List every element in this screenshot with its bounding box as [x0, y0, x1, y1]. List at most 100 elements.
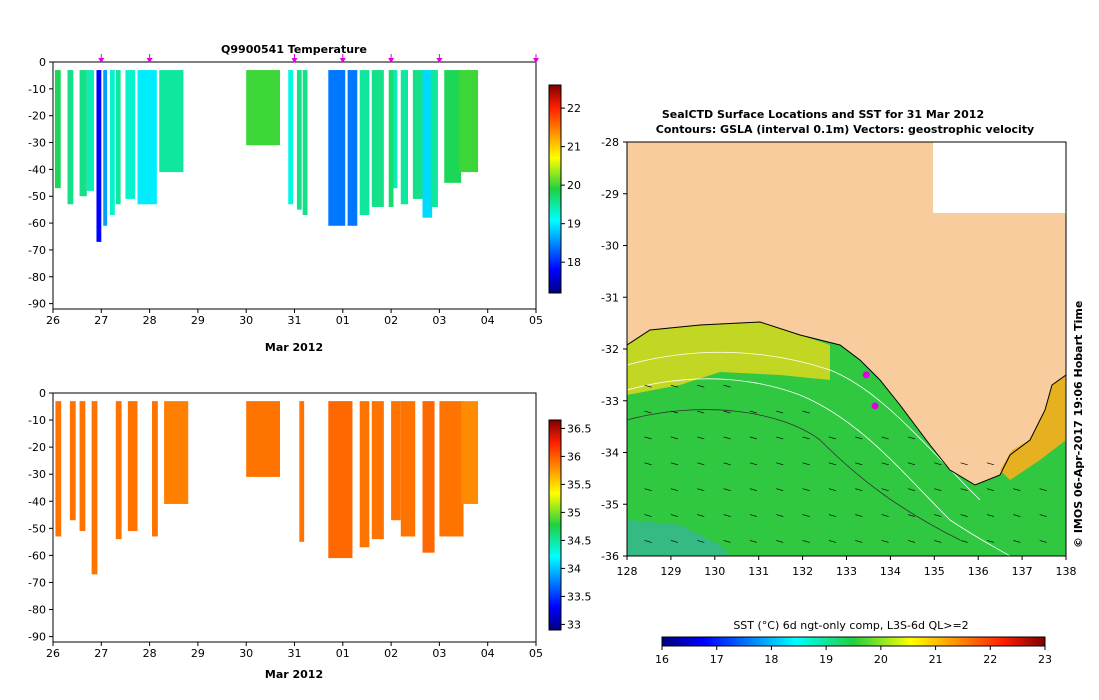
velocity-vector [855, 488, 863, 492]
velocity-vector [1039, 540, 1047, 543]
sst-colorbar-tick-label: 21 [929, 653, 943, 666]
map-x-tick-label: 131 [748, 565, 769, 578]
velocity-vector [697, 436, 705, 440]
velocity-vector [802, 436, 810, 440]
colorbar-tick-label: 19 [567, 218, 581, 231]
seal-locations [862, 371, 879, 410]
colorbar-tick-label: 34.5 [567, 534, 592, 547]
velocity-vector [934, 462, 942, 466]
x-tick-label: 30 [239, 314, 253, 327]
velocity-vector [723, 488, 731, 492]
velocity-vector [749, 436, 758, 440]
x-tick-label: 05 [529, 314, 543, 327]
velocity-vector [644, 410, 652, 414]
velocity-vector [934, 488, 942, 492]
velocity-vector [697, 488, 705, 492]
coastline [627, 321, 1066, 486]
profile-bar [422, 401, 435, 553]
velocity-vector [749, 462, 758, 466]
warm-gulf [1000, 375, 1066, 480]
velocity-vector [855, 462, 863, 466]
velocity-vector [986, 514, 995, 517]
colorbar-tick-label: 36.5 [567, 422, 592, 435]
gsla-contour-3 [627, 409, 961, 541]
velocity-vector [828, 540, 837, 543]
profile-bar [246, 70, 281, 146]
x-tick-label: 31 [288, 647, 302, 660]
profile-bar [458, 70, 479, 173]
y-tick-label: -80 [28, 604, 46, 617]
profile-bar [328, 70, 346, 226]
y-tick-label: -10 [28, 414, 46, 427]
profile-bar [152, 401, 158, 537]
map-y-tick-label: -32 [601, 343, 619, 356]
y-tick-label: -70 [28, 576, 46, 589]
map-x-tick-label: 129 [660, 565, 681, 578]
velocity-vector [907, 436, 916, 440]
map-x-tick-label: 133 [836, 565, 857, 578]
colorbar-tick-label: 18 [567, 256, 581, 269]
velocity-vector [802, 488, 810, 492]
profile-bar [302, 70, 308, 216]
velocity-vector [670, 540, 678, 543]
sst-map [627, 142, 1066, 556]
profile-bar [96, 70, 102, 242]
x-tick-label: 31 [288, 314, 302, 327]
x-tick-label: 02 [384, 314, 398, 327]
velocity-vector [749, 488, 758, 492]
map-x-tick-label: 137 [1012, 565, 1033, 578]
profile-bar [422, 70, 433, 218]
profile-bar [103, 70, 108, 226]
velocity-vector [697, 410, 705, 414]
velocity-vector [855, 514, 863, 517]
x-tick-label: 01 [336, 647, 350, 660]
velocity-vector [907, 488, 916, 492]
y-tick-label: -60 [28, 549, 46, 562]
map-y-tick-label: -36 [601, 550, 619, 563]
profile-bar [115, 70, 121, 205]
profile-marker [339, 58, 346, 63]
profile-bar [86, 70, 95, 191]
velocity-vector [855, 436, 863, 440]
velocity-vector [828, 514, 837, 517]
velocity-vector [723, 462, 731, 466]
colorbar-tick-label: 22 [567, 102, 581, 115]
x-tick-label: 02 [384, 647, 398, 660]
velocity-vector [697, 462, 705, 466]
velocity-vector [776, 410, 784, 414]
profile-bar [347, 70, 358, 226]
velocity-vector [802, 462, 810, 466]
profile-bar [69, 401, 76, 521]
velocity-vector [776, 514, 784, 517]
velocity-vector [1013, 488, 1021, 492]
y-tick-label: -40 [28, 495, 46, 508]
x-tick-label: 03 [432, 314, 446, 327]
sal-xlabel: Mar 2012 [265, 668, 323, 681]
y-tick-label: -20 [28, 441, 46, 454]
map-x-tick-label: 136 [968, 565, 989, 578]
profile-bar [444, 70, 462, 183]
velocity-vector [881, 436, 889, 440]
gsla-contour [627, 378, 1011, 556]
profile-bar [91, 401, 98, 575]
profile-marker [388, 58, 395, 63]
y-tick-label: -60 [28, 217, 46, 230]
velocity-vector [802, 514, 810, 517]
map-x-tick-label: 135 [924, 565, 945, 578]
map-y-tick-label: -35 [601, 498, 619, 511]
colorbar-tick-label: 35.5 [567, 478, 592, 491]
y-tick-label: -10 [28, 83, 46, 96]
profile-bar [430, 70, 438, 207]
profile-marker [533, 58, 539, 63]
velocity-vector [670, 462, 678, 466]
y-tick-label: -90 [28, 298, 46, 311]
x-tick-label: 27 [94, 647, 108, 660]
sst-colorbar-tick-label: 18 [764, 653, 778, 666]
y-tick-label: -70 [28, 244, 46, 257]
colorbar-tick-label: 36 [567, 450, 581, 463]
velocity-vector [1039, 488, 1047, 492]
velocity-vector [644, 462, 652, 466]
y-tick-label: -40 [28, 163, 46, 176]
map-y-tick-label: -33 [601, 395, 619, 408]
sst-colorbar [661, 636, 1046, 647]
